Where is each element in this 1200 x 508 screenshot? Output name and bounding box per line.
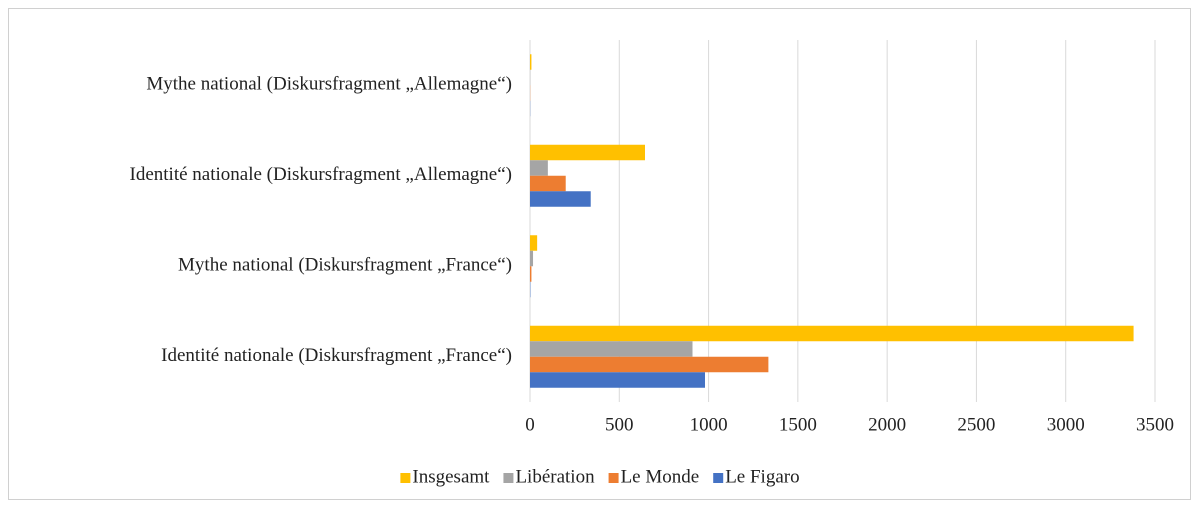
legend-swatch [503,473,514,483]
x-tick-label: 0 [525,414,535,435]
legend-swatch [400,473,411,483]
legend-swatch [713,473,724,483]
x-tick-label: 2500 [957,414,995,435]
x-tick-label: 2000 [868,414,906,435]
y-tick-label: Identité nationale (Diskursfragment „Fra… [161,345,512,366]
y-tick-label: Mythe national (Diskursfragment „France“… [178,255,512,276]
x-tick-label: 3000 [1047,414,1085,435]
x-tick-label: 1500 [779,414,817,435]
legend-label: Le Figaro [725,466,799,487]
bar [530,235,538,251]
bar [530,160,548,176]
bar [530,54,532,70]
bar [530,191,591,207]
x-tick-label: 3500 [1136,414,1174,435]
bar [530,372,705,388]
bar [530,356,769,373]
x-tick-label: 1000 [690,414,728,435]
y-tick-label: Identité nationale (Diskursfragment „All… [130,164,513,185]
legend-label: Libération [515,466,595,487]
bar [530,250,534,267]
bar [530,266,532,282]
bar [530,325,1134,342]
bar [530,175,566,192]
bar [530,341,693,357]
y-tick-label: Mythe national (Diskursfragment „Allemag… [146,74,512,95]
x-tick-label: 500 [605,414,634,435]
legend-label: Insgesamt [412,466,490,487]
legend-label: Le Monde [621,466,700,487]
chart-border [8,8,1191,500]
legend-swatch [608,473,619,483]
bar [530,144,645,161]
